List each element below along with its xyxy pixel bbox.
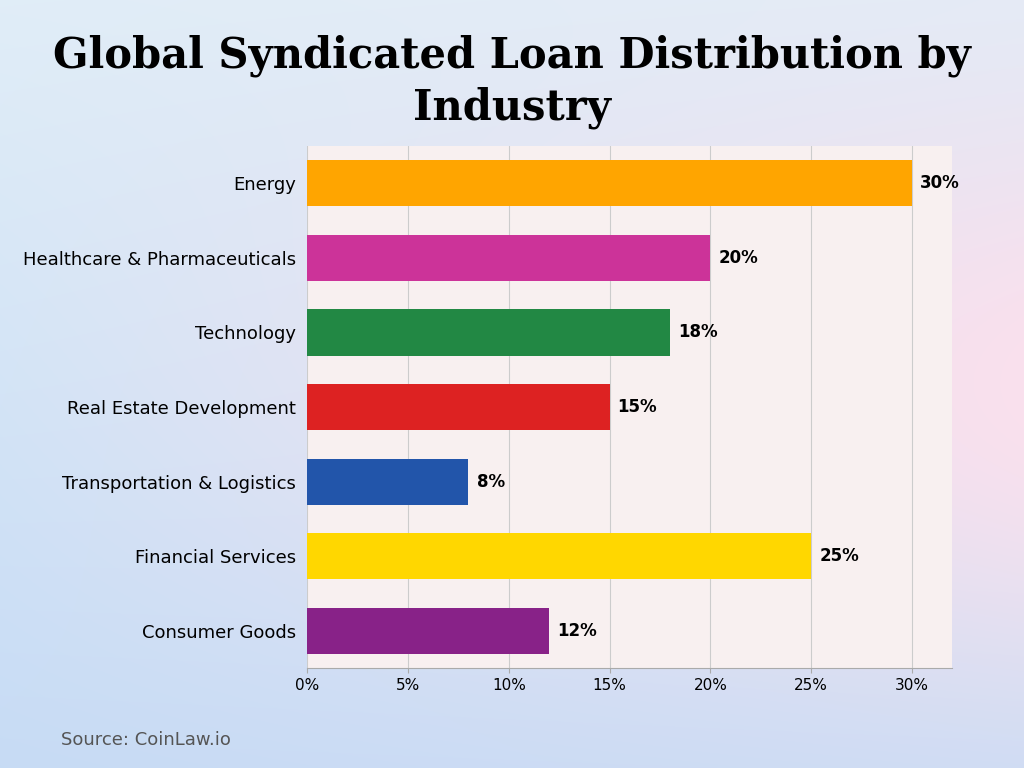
Bar (307, 607, 549, 654)
Text: 8%: 8% (476, 472, 505, 491)
Bar (307, 235, 711, 281)
Text: 30%: 30% (920, 174, 959, 192)
Text: 15%: 15% (617, 398, 657, 416)
Bar (307, 533, 811, 579)
Text: 18%: 18% (678, 323, 718, 342)
Text: 12%: 12% (557, 622, 597, 640)
Bar (307, 160, 912, 207)
Bar (307, 310, 670, 356)
Text: Source: CoinLaw.io: Source: CoinLaw.io (61, 731, 231, 749)
Text: Global Syndicated Loan Distribution by
Industry: Global Syndicated Loan Distribution by I… (53, 35, 971, 130)
Bar (307, 458, 468, 505)
Text: 20%: 20% (719, 249, 758, 266)
Text: 25%: 25% (819, 548, 859, 565)
Bar (307, 384, 609, 430)
